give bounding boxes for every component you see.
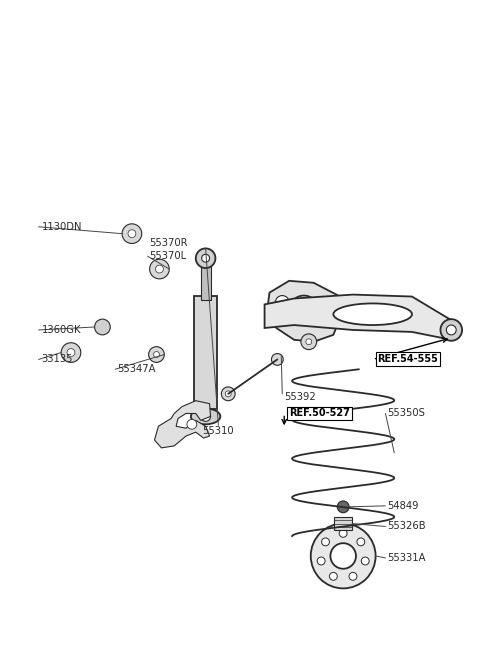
Polygon shape <box>155 401 211 448</box>
Circle shape <box>202 254 210 262</box>
Text: 55370R: 55370R <box>150 238 188 248</box>
Circle shape <box>361 557 369 565</box>
Circle shape <box>61 343 81 362</box>
Bar <box>201 266 211 301</box>
Text: REF.54-555: REF.54-555 <box>378 354 438 364</box>
Circle shape <box>225 391 231 397</box>
Circle shape <box>322 538 329 546</box>
Text: 55370L: 55370L <box>150 252 187 261</box>
Circle shape <box>122 224 142 244</box>
Circle shape <box>272 354 283 365</box>
Bar <box>194 295 217 409</box>
Circle shape <box>149 346 164 362</box>
Text: 33135: 33135 <box>41 354 73 364</box>
Text: 1360GK: 1360GK <box>41 325 81 335</box>
Circle shape <box>201 411 211 421</box>
Circle shape <box>276 295 289 309</box>
Circle shape <box>156 265 163 273</box>
Circle shape <box>317 557 325 565</box>
Circle shape <box>330 543 356 569</box>
Text: 55326B: 55326B <box>387 521 426 531</box>
Text: 55310: 55310 <box>203 426 234 436</box>
Bar <box>335 517 352 531</box>
Ellipse shape <box>333 303 412 325</box>
Circle shape <box>349 572 357 580</box>
Circle shape <box>95 319 110 335</box>
Text: 55347A: 55347A <box>117 364 156 374</box>
Circle shape <box>128 230 136 238</box>
Polygon shape <box>266 281 341 342</box>
Circle shape <box>196 248 216 268</box>
Circle shape <box>221 387 235 401</box>
Circle shape <box>441 319 462 341</box>
Circle shape <box>306 339 312 345</box>
Text: 55331A: 55331A <box>387 553 426 563</box>
Ellipse shape <box>191 409 220 424</box>
Circle shape <box>337 501 349 513</box>
Circle shape <box>289 295 319 325</box>
Polygon shape <box>264 295 459 340</box>
Text: 55392: 55392 <box>284 392 316 402</box>
Text: REF.50-527: REF.50-527 <box>289 409 350 419</box>
Circle shape <box>311 523 376 588</box>
Circle shape <box>339 529 347 537</box>
Circle shape <box>150 259 169 279</box>
Circle shape <box>67 348 75 356</box>
Circle shape <box>329 572 337 580</box>
Circle shape <box>154 352 159 358</box>
Circle shape <box>357 538 365 546</box>
Circle shape <box>301 334 317 350</box>
Circle shape <box>446 325 456 335</box>
Text: 55350S: 55350S <box>387 409 425 419</box>
Circle shape <box>187 419 197 429</box>
Text: 1130DN: 1130DN <box>41 222 82 232</box>
Text: 54849: 54849 <box>387 501 419 511</box>
